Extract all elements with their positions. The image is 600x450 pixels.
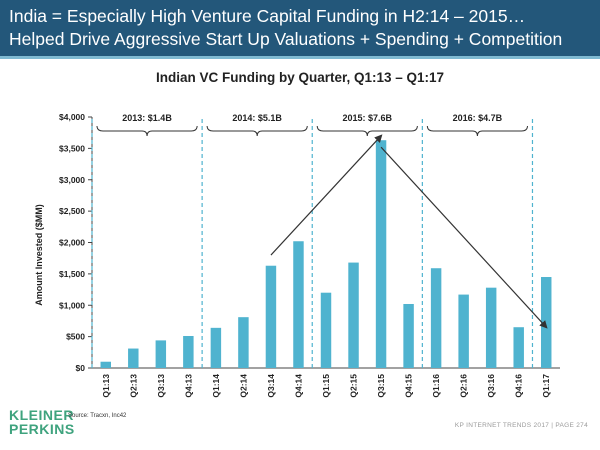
- y-tick-label: $500: [66, 332, 85, 342]
- x-tick-label: Q3:13: [156, 374, 166, 398]
- year-bracket: [206, 125, 308, 137]
- source-note: Source: Tracxn, Inc42: [68, 413, 127, 419]
- year-total-label: 2016: $4.7B: [453, 113, 503, 123]
- bar-q1-13: [100, 361, 111, 368]
- bar-q4-13: [183, 335, 194, 368]
- x-tick-label: Q1:16: [431, 374, 441, 398]
- y-axis-label: Amount Invested ($MM): [34, 204, 44, 306]
- y-tick-label: $3,000: [59, 175, 85, 185]
- year-total-label: 2015: $7.6B: [343, 113, 393, 123]
- year-bracket: [96, 125, 198, 137]
- bar-q2-14: [238, 317, 249, 368]
- x-tick-label: Q4:13: [183, 374, 193, 398]
- bar-q3-16: [485, 287, 497, 368]
- x-tick-label: Q3:14: [266, 374, 276, 398]
- bar-q2-16: [458, 294, 469, 368]
- bar-q3-15: [375, 140, 387, 368]
- x-tick-label: Q4:15: [404, 374, 414, 398]
- trend-arrow: [270, 134, 383, 256]
- bar-q4-15: [403, 303, 414, 368]
- x-tick-label: Q1:13: [101, 374, 111, 398]
- x-tick-label: Q1:14: [211, 374, 221, 398]
- x-tick-label: Q4:16: [514, 374, 524, 398]
- header-rule: [0, 56, 600, 59]
- kleiner-perkins-logo: KLEINER PERKINS: [9, 408, 75, 436]
- header-title-line1: India = Especially High Venture Capital …: [9, 6, 526, 26]
- y-tick-label: $2,500: [59, 206, 85, 216]
- x-tick-label: Q4:14: [293, 374, 303, 398]
- y-tick-label: $1,500: [59, 269, 85, 279]
- trend-arrow: [380, 146, 548, 329]
- chart-title: Indian VC Funding by Quarter, Q1:13 – Q1…: [155, 70, 445, 85]
- bar-q2-13: [128, 348, 139, 368]
- y-tick-label: $0: [76, 363, 86, 373]
- x-tick-label: Q2:14: [238, 374, 248, 398]
- year-bracket: [316, 125, 418, 137]
- header-title-line2: Helped Drive Aggressive Start Up Valuati…: [9, 29, 563, 49]
- year-bracket: [426, 125, 528, 137]
- footer-page-label: KP INTERNET TRENDS 2017 | PAGE 274: [454, 422, 588, 429]
- x-tick-label: Q2:13: [128, 374, 138, 398]
- x-tick-label: Q1:15: [321, 374, 331, 398]
- bar-q4-16: [513, 327, 524, 368]
- logo-line1: KLEINER: [9, 407, 74, 423]
- logo-line2: PERKINS: [9, 421, 75, 437]
- bar-q4-14: [293, 241, 304, 368]
- x-tick-label: Q1:17: [541, 374, 551, 398]
- x-tick-label: Q3:15: [376, 374, 386, 398]
- year-total-label: 2013: $1.4B: [122, 113, 172, 123]
- bar-q2-15: [348, 262, 359, 368]
- y-tick-label: $4,000: [59, 112, 85, 122]
- x-tick-label: Q2:16: [459, 374, 469, 398]
- bar-q3-13: [155, 340, 167, 368]
- y-tick-label: $3,500: [59, 143, 85, 153]
- bar-q1-16: [430, 268, 442, 368]
- x-tick-label: Q2:15: [349, 374, 359, 398]
- y-tick-label: $1,000: [59, 300, 85, 310]
- x-tick-label: Q3:16: [486, 374, 496, 398]
- year-total-label: 2014: $5.1B: [232, 113, 282, 123]
- bar-q3-14: [265, 265, 277, 368]
- y-tick-label: $2,000: [59, 238, 85, 248]
- header-banner: India = Especially High Venture Capital …: [0, 0, 600, 56]
- bar-q1-14: [210, 327, 222, 368]
- bar-q1-15: [320, 292, 332, 368]
